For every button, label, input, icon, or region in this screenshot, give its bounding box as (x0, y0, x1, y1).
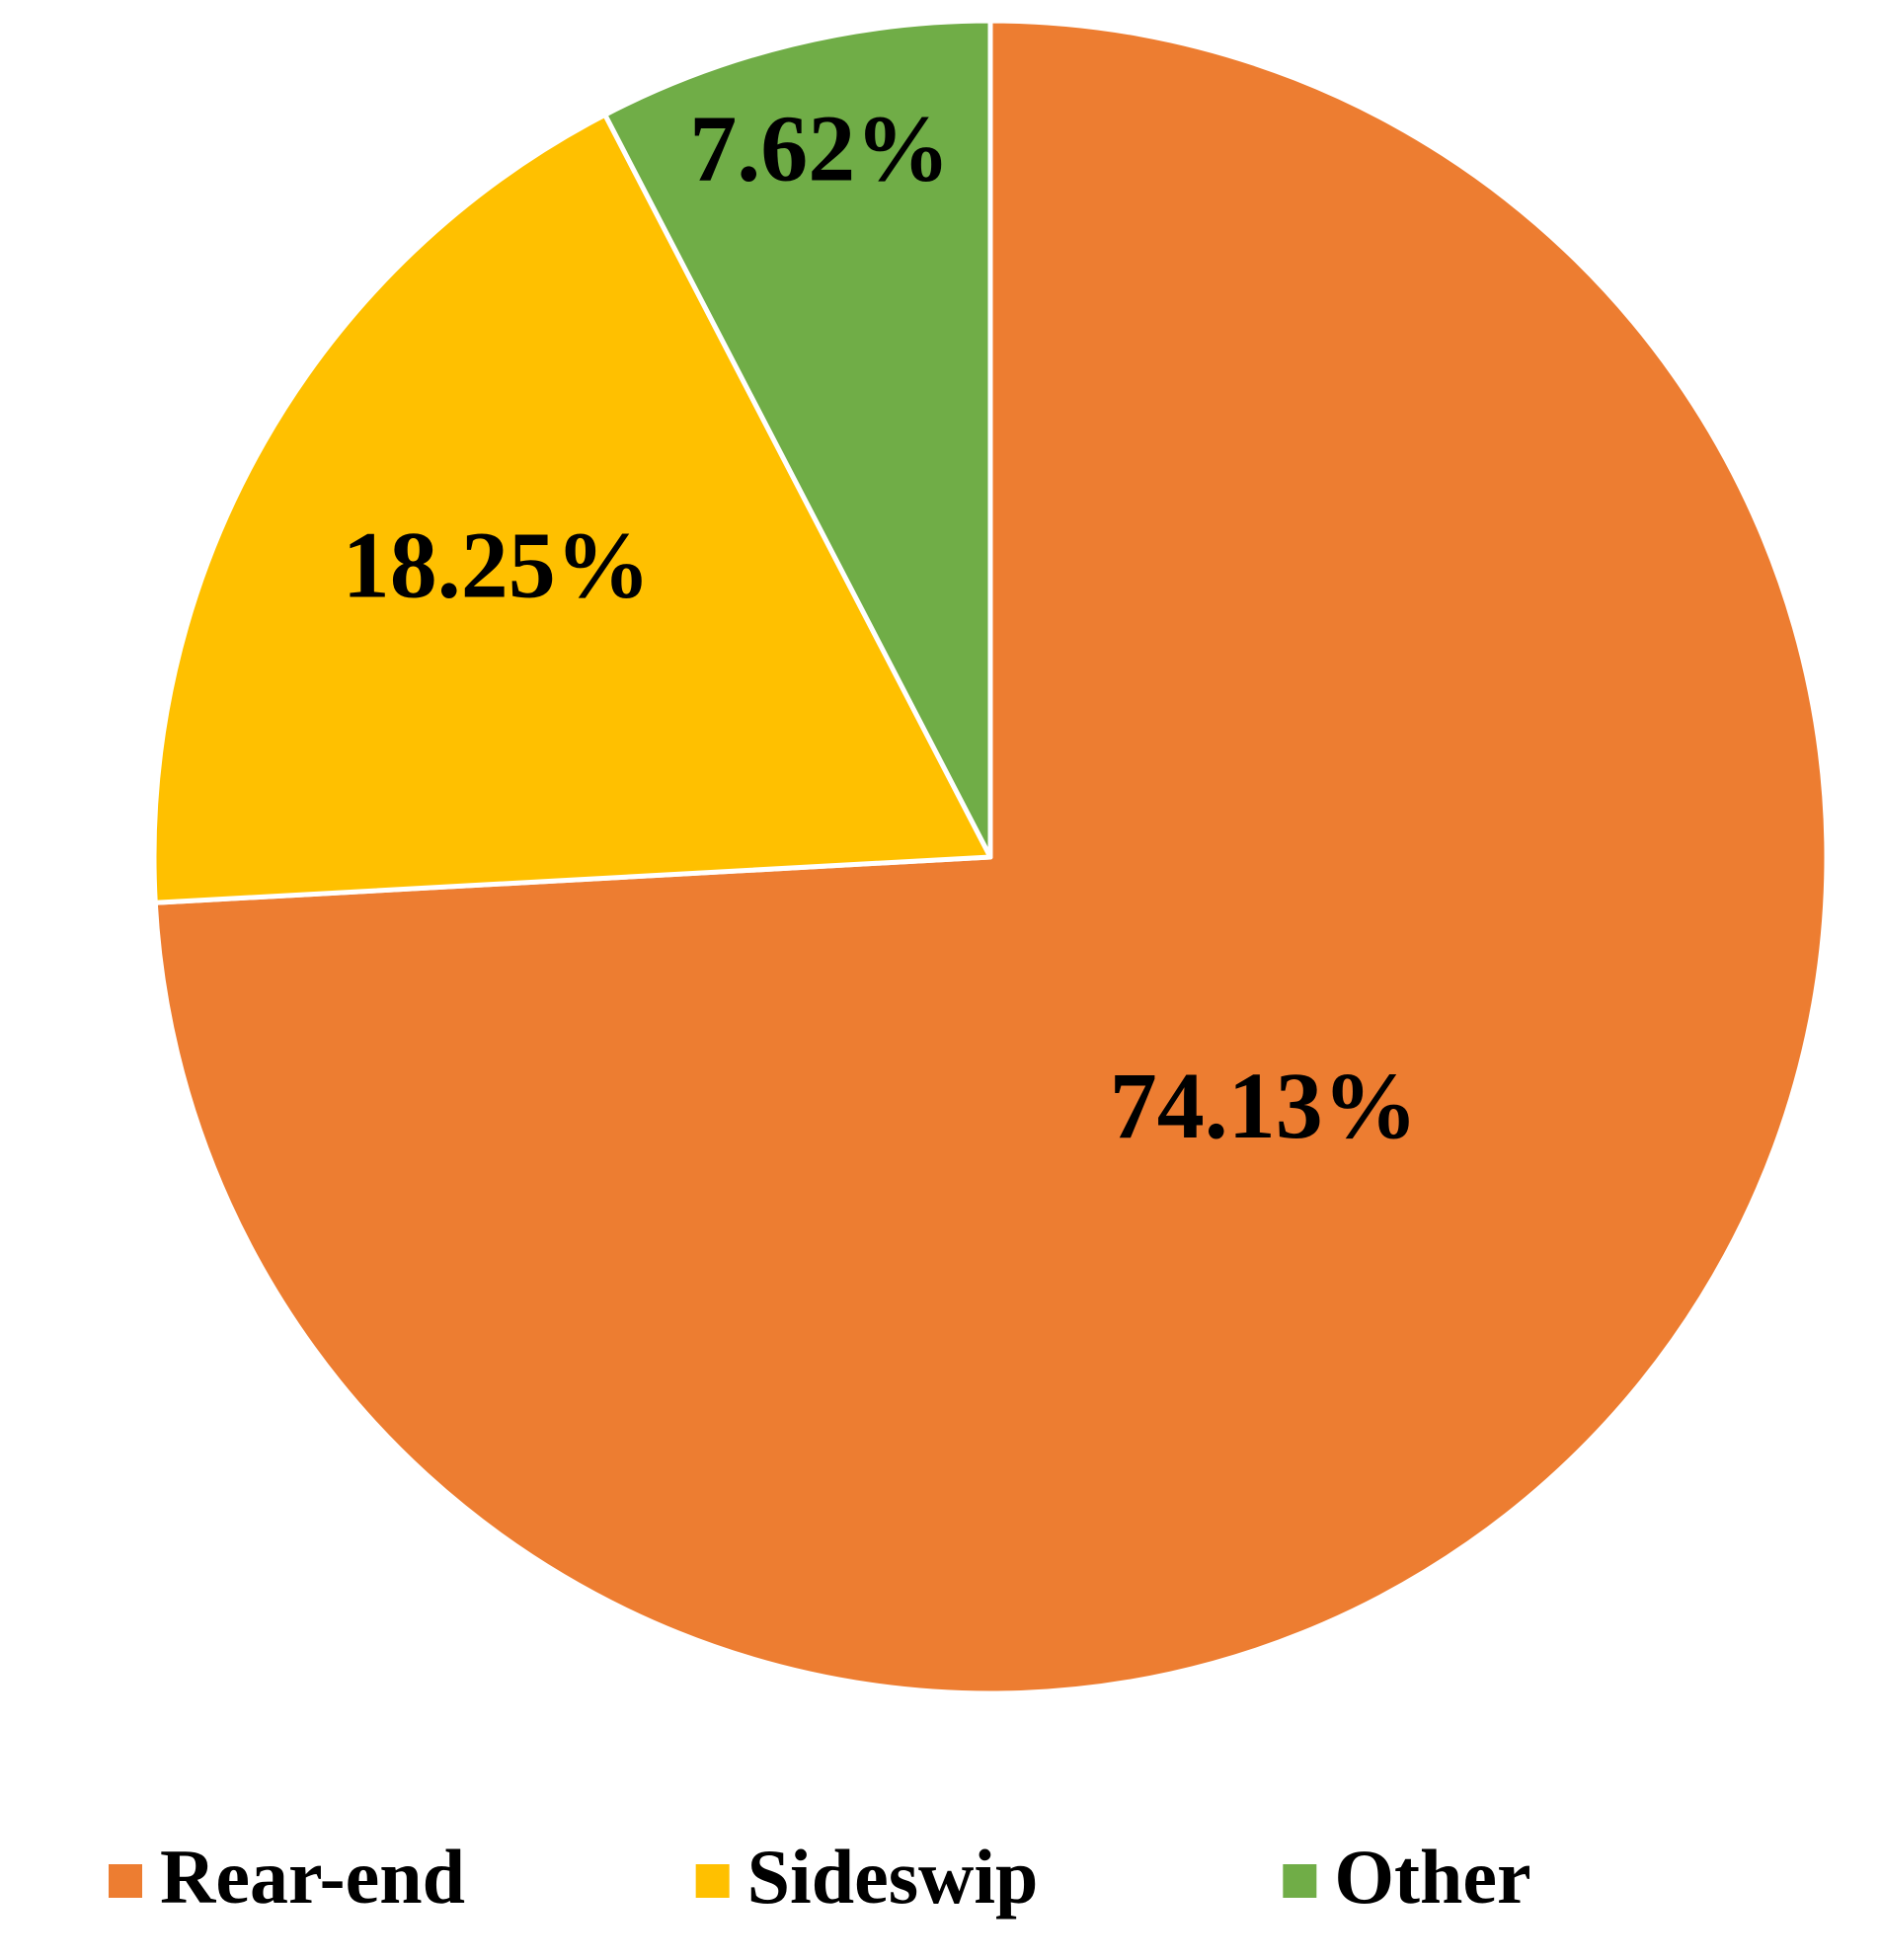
legend-label: Rear-end (160, 1834, 465, 1920)
value-label: 74.13% (1110, 1053, 1418, 1158)
legend-label: Other (1334, 1834, 1530, 1920)
pie-slice (151, 112, 993, 905)
value-label: 18.25% (343, 512, 651, 618)
legend-swatch (1283, 1864, 1317, 1898)
pie-slice (602, 18, 993, 860)
legend-label: Sideswip (747, 1834, 1039, 1920)
legend-swatch (695, 1864, 730, 1898)
legend-swatch (109, 1864, 142, 1898)
value-label: 7.62% (689, 95, 950, 200)
